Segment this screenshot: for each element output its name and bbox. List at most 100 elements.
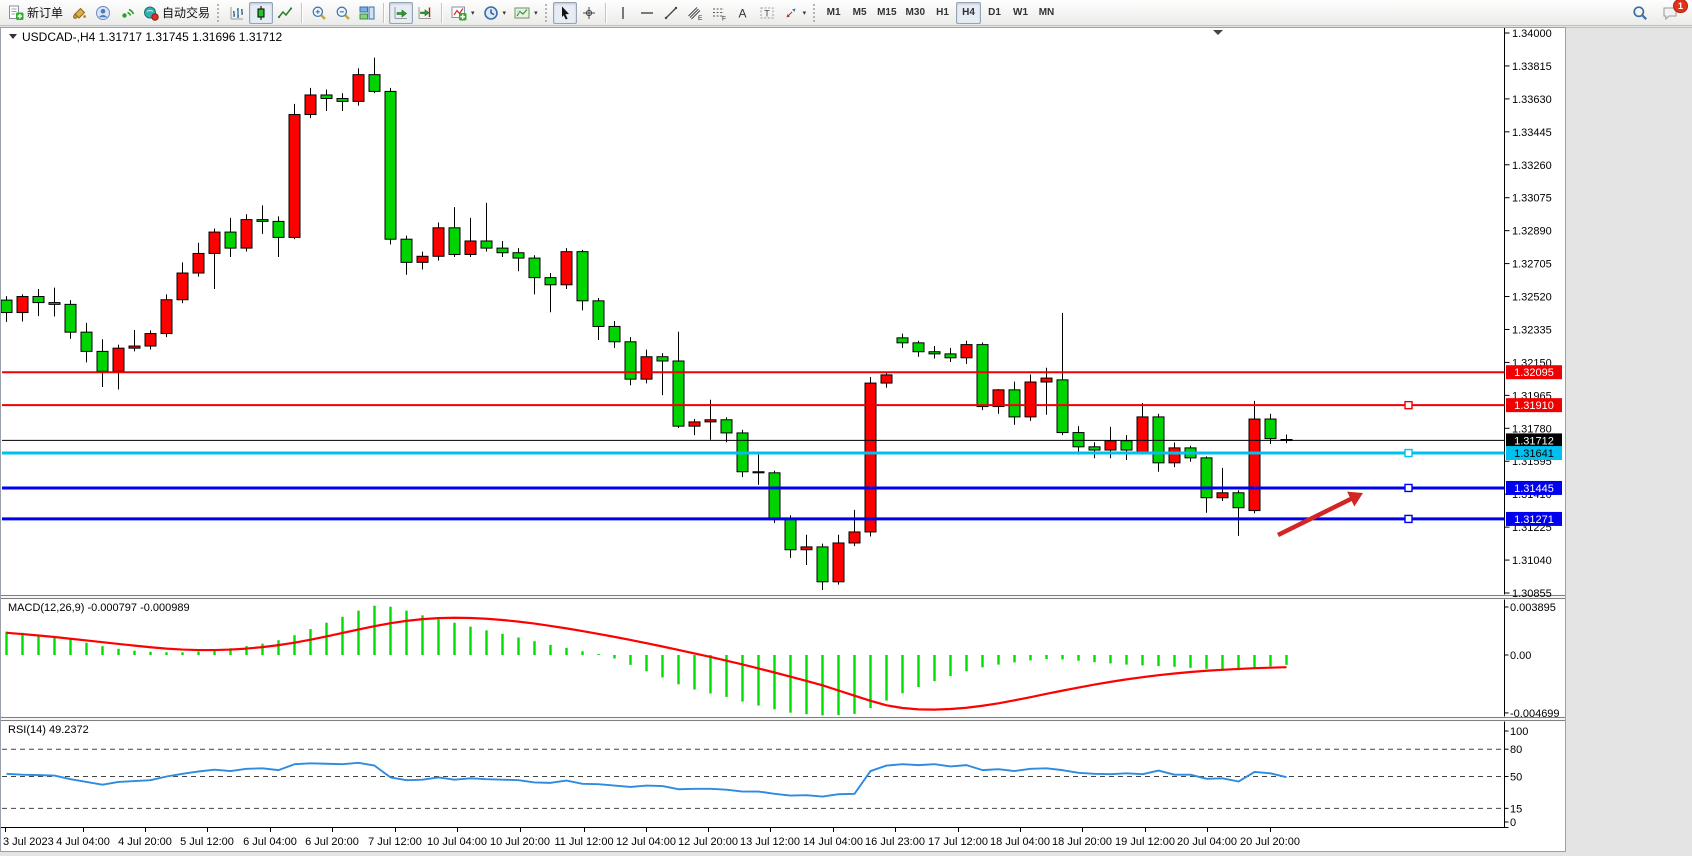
line-drag-handle[interactable] (1404, 400, 1413, 410)
line-drag-handle[interactable] (1404, 448, 1413, 458)
macd-indicator-label: MACD(12,26,9) -0.000797 -0.000989 (8, 602, 190, 614)
price-tick-label: 1.30855 (1512, 588, 1552, 600)
time-axis-label: 10 Jul 20:00 (490, 836, 550, 848)
symbol-dropdown-icon[interactable] (9, 34, 17, 39)
chevron-down-icon: ▾ (802, 9, 807, 17)
search-icon (1632, 5, 1648, 21)
new-order-button[interactable]: 新订单 (4, 2, 67, 24)
autotrading-button[interactable]: 自动交易 (139, 2, 214, 24)
candle-bull (464, 217, 477, 258)
candle-bear (912, 340, 925, 357)
price-tick-label: 1.33445 (1512, 127, 1552, 139)
time-axis-label: 7 Jul 12:00 (368, 836, 422, 848)
candle-body (928, 351, 941, 355)
candle-body (1024, 381, 1037, 418)
price-line-badge (1506, 511, 1562, 526)
candle-bull (304, 87, 317, 119)
notification-badge: 1 (1672, 0, 1688, 13)
notifications-button[interactable]: 1 (1658, 0, 1688, 24)
candle-bull (1248, 400, 1261, 514)
candle-body (368, 74, 381, 92)
timeframe-mn-button[interactable]: MN (1034, 2, 1059, 24)
candle-body (704, 419, 717, 423)
chart-background[interactable] (1, 28, 1565, 851)
timeframe-m15-button[interactable]: M15 (873, 2, 900, 24)
candle-body (1168, 447, 1181, 464)
text-button[interactable]: A (731, 2, 755, 24)
cursor-button[interactable] (552, 1, 577, 24)
chart-window[interactable]: 1.34000 1.33815 1.33630 1.33445 1.33260 1.330… (0, 27, 1566, 852)
timeframe-w1-button[interactable]: W1 (1008, 2, 1033, 24)
toolbar-grip (813, 3, 818, 22)
candle-bear (480, 202, 493, 252)
line-chart-button[interactable] (273, 2, 297, 24)
chart-shift-icon (417, 5, 433, 21)
chart-shift-marker[interactable] (1213, 30, 1223, 35)
bar-chart-button[interactable] (225, 2, 249, 24)
candle-body (352, 74, 365, 102)
pane-splitter[interactable] (1, 716, 1565, 722)
candle-bear (720, 417, 733, 443)
zoom-in-button[interactable] (307, 2, 331, 24)
price-tick-label: 1.31040 (1512, 555, 1552, 567)
candle-body (672, 360, 685, 427)
styler-button[interactable] (67, 2, 91, 24)
candle-bull (144, 330, 157, 350)
candle-body (416, 255, 429, 263)
search-button[interactable] (1628, 2, 1652, 24)
candle-bear (400, 235, 413, 275)
trend-arrow-head[interactable] (1347, 491, 1363, 507)
candle-body (384, 90, 397, 240)
line-drag-handle[interactable] (1404, 514, 1413, 524)
timeframe-m30-button[interactable]: M30 (902, 2, 929, 24)
candle-body (336, 98, 349, 102)
signals-button[interactable] (115, 2, 139, 24)
horizontal-line-button[interactable] (635, 2, 659, 24)
time-axis-label: 18 Jul 04:00 (990, 836, 1050, 848)
trendline-button[interactable] (659, 2, 683, 24)
timeframe-m5-button[interactable]: M5 (847, 2, 872, 24)
candle-body (496, 247, 509, 254)
periods-button[interactable]: ▾ (479, 2, 511, 24)
chart-canvas[interactable]: 1.34000 1.33815 1.33630 1.33445 1.33260 1.330… (0, 28, 1565, 851)
candle-body (624, 341, 637, 380)
templates-button[interactable]: ▾ (510, 2, 542, 24)
crosshair-button[interactable] (577, 2, 601, 24)
auto-scroll-button[interactable] (389, 1, 414, 24)
candlestick-chart-button[interactable] (249, 1, 274, 24)
line-drag-handle[interactable] (1404, 483, 1413, 493)
vertical-line-icon (615, 5, 631, 21)
candle-body (288, 114, 301, 238)
candle-body (208, 231, 221, 254)
macd-axis-label: 0.003895 (1510, 602, 1556, 614)
text-label-button[interactable]: T (755, 2, 779, 24)
rsi-axis-label: 100 (1510, 726, 1528, 738)
timeframe-h1-button[interactable]: H1 (930, 2, 955, 24)
chart-shift-button[interactable] (413, 2, 437, 24)
toolbar-separator (383, 2, 386, 23)
candle-body (784, 517, 797, 551)
pane-splitter[interactable] (1, 594, 1565, 600)
timeframe-h4-button[interactable]: H4 (956, 1, 981, 24)
publisher-button[interactable] (91, 2, 115, 24)
timeframe-m1-button[interactable]: M1 (821, 2, 846, 24)
zoom-out-button[interactable] (331, 2, 355, 24)
price-tick-label: 1.33260 (1512, 160, 1552, 172)
time-axis-label: 3 Jul 2023 (3, 836, 54, 848)
timeframe-d1-button[interactable]: D1 (982, 2, 1007, 24)
candle-body (256, 219, 269, 222)
tile-windows-button[interactable] (355, 2, 379, 24)
candle-bear (0, 296, 13, 322)
candle-body (1200, 457, 1213, 499)
chevron-down-icon: ▾ (471, 9, 475, 17)
indicators-button[interactable]: ▾ (447, 2, 479, 24)
zoom-out-icon (335, 5, 351, 21)
equidistant-channel-button[interactable]: E (683, 2, 707, 24)
trend-arrow-annotation[interactable] (1277, 494, 1357, 538)
vertical-line-button[interactable] (611, 2, 635, 24)
arrows-button[interactable]: ▾ (779, 2, 811, 24)
fibonacci-button[interactable]: F (707, 2, 731, 24)
timeframe-group: M1 M5 M15 M30 H1 H4 D1 W1 MN (821, 1, 1059, 24)
paint-bucket-icon (71, 5, 87, 21)
candle-body (432, 227, 445, 257)
